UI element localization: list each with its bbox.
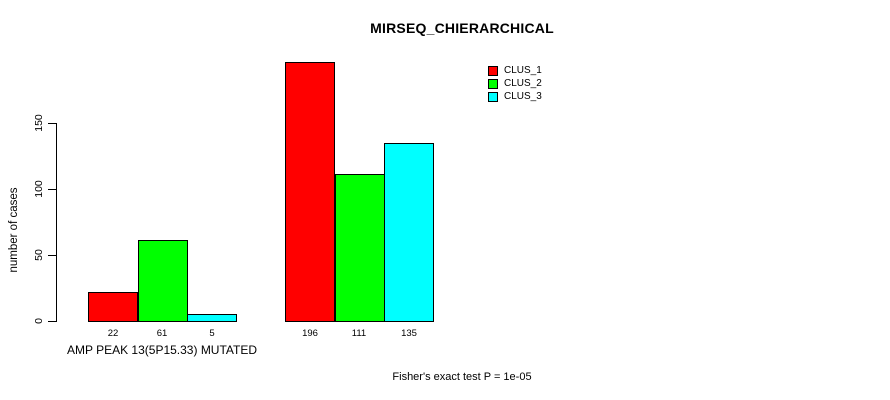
bar-value-label: 111	[351, 328, 367, 339]
y-tick-label: 150	[33, 114, 45, 132]
legend-entry-clus_1: CLUS_1	[488, 64, 542, 77]
bar-clus_2-group1	[138, 240, 188, 322]
legend-swatch-icon	[488, 91, 498, 102]
legend: CLUS_1 CLUS_2 CLUS_3	[488, 64, 542, 103]
legend-label: CLUS_2	[504, 78, 542, 89]
legend-label: CLUS_1	[504, 65, 542, 76]
legend-swatch-icon	[488, 65, 498, 76]
y-tick-label: 50	[33, 249, 45, 261]
bar-clus_3-group1	[187, 314, 237, 322]
bar-clus_3-group2	[384, 143, 434, 322]
bar-clus_2-group2	[335, 174, 385, 322]
bar-clus_1-group2	[285, 62, 335, 322]
y-tick-mark	[48, 321, 56, 322]
legend-swatch-icon	[488, 78, 498, 89]
chart-title: MIRSEQ_CHIERARCHICAL	[370, 20, 554, 36]
bar-value-label: 5	[209, 328, 215, 339]
bar-value-label: 61	[156, 328, 168, 339]
annotation-text: Fisher's exact test P = 1e-05	[392, 371, 532, 383]
bar-value-label: 196	[302, 328, 318, 339]
y-tick-mark	[48, 189, 56, 190]
bar-value-label: 135	[401, 328, 417, 339]
y-axis-line	[56, 123, 57, 322]
bar-clus_1-group1	[88, 292, 138, 322]
y-tick-label: 0	[33, 318, 45, 324]
y-tick-mark	[48, 123, 56, 124]
legend-label: CLUS_3	[504, 91, 542, 102]
legend-entry-clus_3: CLUS_3	[488, 90, 542, 103]
x-axis-label: AMP PEAK 13(5P15.33) MUTATED	[66, 343, 258, 357]
legend-entry-clus_2: CLUS_2	[488, 77, 542, 90]
y-tick-label: 100	[33, 180, 45, 198]
bar-value-label: 22	[107, 328, 119, 339]
y-tick-mark	[48, 255, 56, 256]
